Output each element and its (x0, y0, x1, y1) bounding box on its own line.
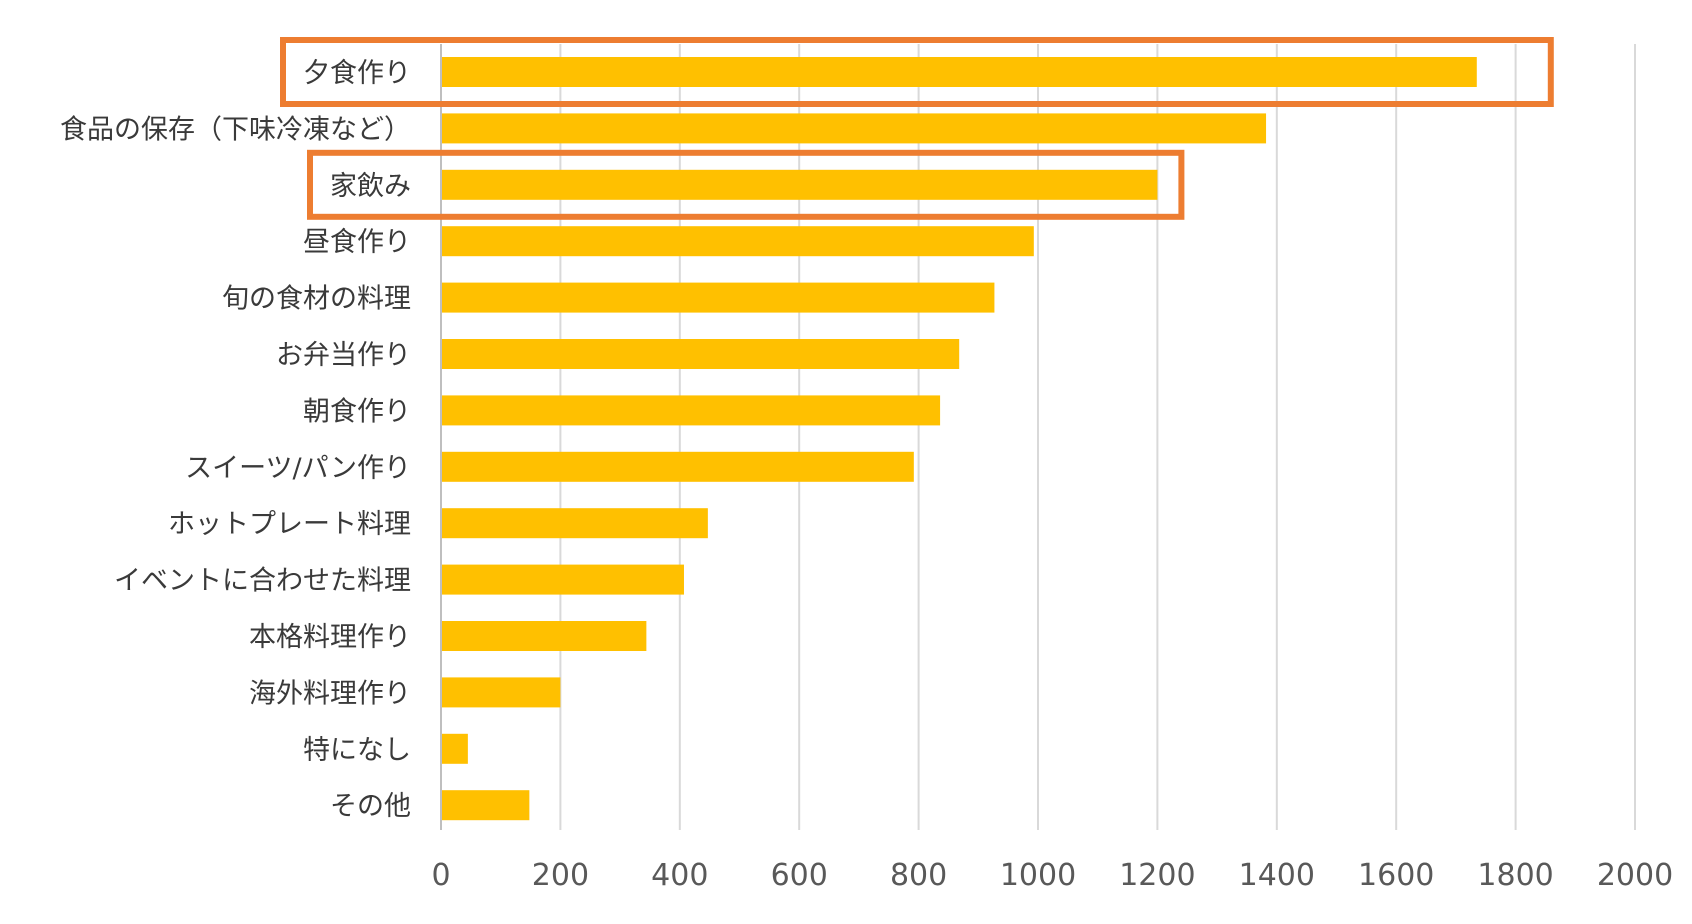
x-tick-label: 800 (890, 858, 947, 893)
bar-9 (441, 508, 708, 539)
highlight-box (280, 37, 1554, 107)
category-label: 本格料理作り (249, 622, 411, 653)
bar-1 (441, 57, 1477, 87)
category-label: イベントに合わせた料理 (114, 566, 411, 597)
x-tick-label: 2000 (1597, 858, 1673, 893)
category-label: 特になし (303, 735, 411, 766)
category-label: スイーツ/パン作り (185, 453, 411, 484)
highlight-box (307, 149, 1185, 220)
bar-4 (441, 226, 1034, 257)
x-tick-labels: 0 200 400 600 800 1000 1200 1400 1600 1800 2000 (431, 858, 1673, 893)
bar-11 (441, 621, 647, 651)
category-label: ホットプレート料理 (168, 509, 411, 540)
x-tick-label: 1400 (1239, 858, 1315, 893)
grid-lines (559, 44, 1636, 830)
bar-14 (441, 790, 530, 821)
bar-6 (441, 339, 960, 369)
category-label: 旬の食材の料理 (222, 284, 411, 315)
bar-8 (441, 451, 914, 482)
category-label: その他 (330, 791, 411, 822)
category-label: お弁当作り (276, 340, 411, 371)
x-tick-label: 1200 (1119, 858, 1195, 893)
bar-10 (441, 564, 684, 595)
bar-7 (441, 395, 941, 426)
bars (441, 57, 1477, 821)
category-label: 海外料理作り (249, 678, 411, 709)
category-label: 朝食作り (303, 396, 411, 427)
x-tick-label: 400 (651, 858, 708, 893)
bar-12 (441, 677, 561, 708)
bar-2 (441, 113, 1267, 144)
category-label: 夕食作り (303, 58, 411, 89)
bar-5 (441, 282, 995, 313)
highlight-boxes (280, 37, 1554, 220)
x-tick-label: 1600 (1358, 858, 1434, 893)
x-tick-label: 1800 (1477, 858, 1553, 893)
category-label: 昼食作り (303, 227, 411, 258)
bar-13 (441, 733, 468, 764)
x-tick-label: 1000 (1000, 858, 1076, 893)
bar-3 (441, 169, 1158, 200)
category-label: 食品の保存（下味冷凍など） (60, 114, 411, 145)
category-label: 家飲み (330, 171, 411, 202)
x-tick-label: 0 (431, 858, 450, 893)
x-tick-label: 600 (771, 858, 828, 893)
x-tick-label: 200 (532, 858, 589, 893)
